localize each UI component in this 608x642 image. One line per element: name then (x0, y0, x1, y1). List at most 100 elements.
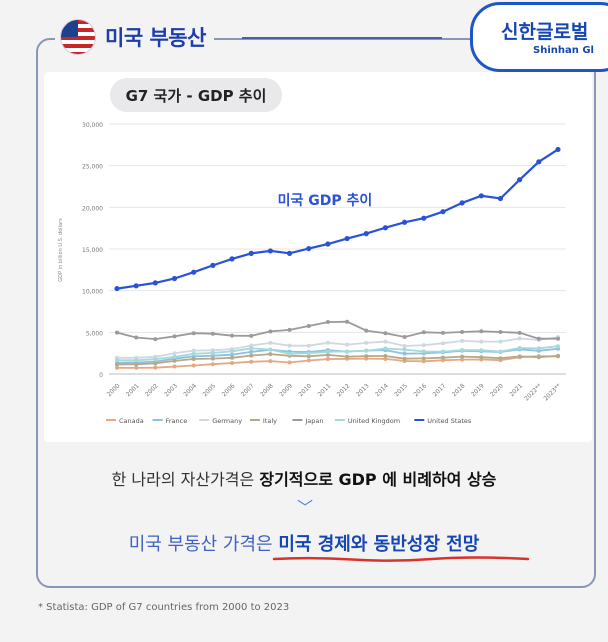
data-point-united-kingdom (460, 348, 465, 353)
data-point-japan (268, 329, 273, 334)
data-point-united-states (229, 256, 235, 262)
legend-label-germany: Germany (212, 417, 242, 425)
chart-panel (44, 72, 592, 442)
x-tick-label: 2011 (317, 382, 333, 398)
data-point-japan (249, 333, 254, 338)
x-tick-label: 2014 (374, 382, 390, 398)
data-point-united-kingdom (134, 358, 139, 363)
x-tick-label: 2015 (393, 382, 409, 398)
data-point-united-kingdom (115, 358, 119, 363)
data-point-united-kingdom (249, 346, 254, 351)
data-point-united-kingdom (325, 349, 330, 354)
data-point-united-kingdom (153, 357, 158, 362)
data-point-japan (172, 334, 177, 339)
data-point-italy (268, 352, 273, 357)
x-tick-label: 2023** (542, 382, 562, 402)
legend-label-italy: Italy (263, 417, 277, 425)
data-point-canada (421, 359, 426, 364)
footer-statement-emphasis: 장기적으로 GDP 에 비례하여 상승 (259, 470, 497, 489)
data-point-japan (460, 330, 465, 335)
data-point-italy (210, 356, 215, 361)
section-header: 미국 부동산 (55, 18, 214, 56)
data-point-france (230, 352, 235, 357)
y-tick-label: 5,000 (86, 330, 103, 337)
data-point-united-kingdom (191, 351, 196, 356)
data-point-germany (325, 340, 330, 345)
data-point-germany (287, 343, 292, 348)
data-point-united-states (363, 231, 369, 237)
data-point-japan (134, 335, 139, 340)
data-point-canada (287, 360, 292, 365)
data-point-united-states (325, 241, 331, 247)
x-tick-label: 2008 (259, 382, 275, 398)
legend-label-japan: Japan (304, 417, 323, 425)
content-card-frame (36, 38, 596, 588)
data-point-germany (517, 336, 522, 341)
x-tick-label: 2013 (355, 382, 371, 398)
data-point-germany (383, 339, 388, 344)
data-point-japan (287, 327, 292, 332)
data-point-italy (556, 353, 560, 358)
legend-label-united-states: United States (427, 417, 472, 425)
data-point-japan (306, 324, 311, 329)
data-point-germany (498, 339, 503, 344)
data-point-japan (153, 337, 158, 342)
series-line-united-states (116, 148, 559, 290)
data-point-canada (134, 365, 139, 370)
x-tick-label: 2004 (182, 382, 198, 398)
data-point-italy (325, 352, 330, 357)
x-tick-label: 2001 (125, 382, 141, 398)
legend-label-united-kingdom: United Kingdom (348, 417, 400, 425)
legend-label-canada: Canada (119, 417, 144, 425)
x-tick-label: 2022** (523, 382, 543, 402)
data-point-japan (115, 330, 119, 335)
data-point-united-states (536, 159, 542, 165)
series-line-italy (116, 353, 559, 366)
y-tick-label: 15,000 (82, 247, 103, 254)
data-point-germany (402, 344, 407, 349)
data-point-italy (134, 362, 139, 367)
data-point-united-states (171, 275, 178, 282)
data-point-united-states (440, 209, 446, 215)
x-tick-label: 2018 (451, 382, 467, 398)
data-point-italy (383, 353, 388, 358)
data-point-japan (402, 334, 407, 339)
section-title: 미국 부동산 (105, 26, 206, 50)
data-point-japan (210, 331, 215, 336)
data-point-italy (402, 356, 407, 361)
x-tick-label: 2020 (489, 382, 505, 398)
series-line-united-kingdom (116, 345, 559, 362)
y-tick-label: 10,000 (82, 289, 103, 296)
series-line-germany (117, 336, 559, 359)
data-point-italy (536, 355, 541, 360)
data-point-germany (364, 340, 369, 345)
footer-statement: 한 나라의 자산가격은 장기적으로 GDP 에 비례하여 상승 (0, 466, 608, 490)
data-point-italy (115, 362, 119, 367)
data-point-canada (115, 365, 119, 370)
x-tick-label: 2006 (221, 382, 237, 398)
x-tick-label: 2002 (144, 382, 160, 398)
data-point-united-states (459, 200, 465, 206)
data-point-italy (460, 354, 465, 359)
data-point-united-states (555, 146, 561, 153)
data-point-united-kingdom (364, 348, 369, 353)
x-tick-label: 2012 (336, 382, 352, 398)
series-line-canada (116, 355, 559, 369)
brand-subtitle: Shinhan Gl (533, 45, 594, 56)
data-point-japan (536, 336, 541, 341)
x-tick-label: 2010 (297, 382, 313, 398)
us-gdp-annotation: 미국 GDP 추이 (278, 192, 373, 209)
data-point-italy (153, 361, 158, 366)
data-point-italy (249, 353, 254, 358)
header-divider (242, 37, 442, 39)
data-point-united-kingdom (172, 354, 177, 359)
data-point-united-kingdom (536, 346, 541, 351)
data-point-united-states (133, 283, 139, 289)
data-point-canada (153, 365, 158, 370)
data-point-germany (172, 351, 177, 356)
data-point-united-kingdom (402, 347, 407, 352)
x-tick-label: 2007 (240, 382, 256, 398)
data-point-united-states (382, 225, 389, 231)
data-point-united-states (306, 245, 312, 252)
footer-statement-prefix: 한 나라의 자산가격은 (111, 470, 260, 489)
